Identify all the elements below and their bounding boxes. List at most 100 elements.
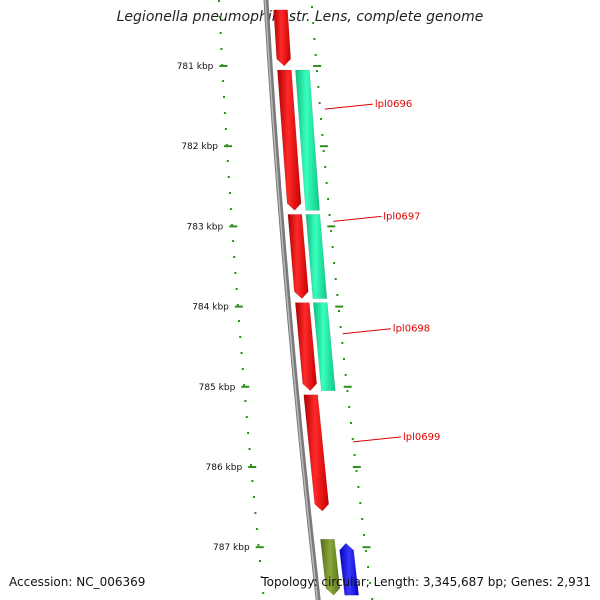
label-leader-line — [352, 436, 402, 443]
outer-minor-tick — [312, 22, 315, 24]
inner-minor-tick — [257, 544, 260, 546]
outer-minor-tick — [344, 374, 347, 376]
inner-minor-tick — [244, 400, 247, 402]
gene-label: lpl0696 — [375, 99, 412, 110]
major-tick — [255, 546, 264, 549]
inner-minor-tick — [252, 496, 255, 498]
backbone-line — [263, 0, 321, 600]
inner-minor-tick — [245, 416, 248, 418]
outer-minor-tick — [343, 358, 345, 360]
outer-minor-tick — [351, 438, 354, 440]
major-tick — [234, 305, 243, 308]
gene-arrow — [277, 69, 302, 211]
gene-arrow — [287, 214, 309, 299]
gene-arrow — [305, 214, 328, 299]
inner-minor-tick — [226, 160, 229, 162]
inner-minor-tick — [232, 240, 235, 242]
inner-minor-tick — [225, 144, 228, 146]
outer-minor-tick — [357, 486, 360, 488]
inner-minor-tick — [239, 336, 242, 338]
outer-major-tick — [319, 145, 328, 148]
inner-minor-tick — [224, 128, 227, 130]
outer-major-tick — [335, 305, 344, 308]
inner-minor-tick — [233, 256, 236, 258]
outer-minor-tick — [361, 518, 364, 520]
map-title: Legionella pneumophila str. Lens, comple… — [116, 9, 484, 25]
gene-arrow — [295, 69, 320, 211]
gene-arrow — [295, 302, 317, 392]
inner-minor-tick — [250, 464, 252, 466]
outer-minor-tick — [316, 70, 318, 72]
gene-arrow — [273, 9, 291, 67]
outer-minor-tick — [318, 102, 321, 104]
outer-minor-tick — [333, 262, 336, 264]
outer-minor-tick — [353, 454, 356, 456]
tick-label: 781 kbp — [177, 62, 214, 72]
gene-features — [273, 9, 359, 596]
gene-label: lpl0697 — [383, 211, 420, 222]
inner-minor-tick — [251, 480, 254, 482]
major-tick — [224, 145, 232, 148]
gene-arrow — [303, 394, 329, 512]
outer-minor-tick — [317, 86, 320, 88]
outer-minor-tick — [338, 310, 340, 312]
gene-arrow — [320, 538, 341, 596]
major-tick — [229, 225, 238, 228]
outer-minor-tick — [324, 166, 327, 168]
inner-minor-tick — [262, 592, 265, 594]
gene-arrow — [339, 542, 359, 596]
label-leader-line — [324, 103, 373, 110]
genome-backbone — [263, 0, 321, 600]
outer-minor-tick — [322, 150, 325, 152]
tick-label: 784 kbp — [192, 303, 229, 313]
outer-minor-tick — [314, 54, 317, 56]
inner-minor-tick — [236, 304, 239, 306]
outer-major-tick — [327, 225, 336, 228]
inner-minor-tick — [240, 352, 243, 354]
outer-minor-tick — [359, 502, 362, 504]
major-tick — [248, 466, 257, 468]
tick-label: 785 kbp — [199, 383, 236, 393]
minor-tick-dots — [218, 0, 374, 600]
inner-minor-tick — [218, 16, 221, 18]
inner-minor-tick — [247, 432, 250, 434]
inner-minor-tick — [223, 112, 226, 114]
outer-minor-tick — [320, 118, 322, 120]
backbone-highlight — [264, 0, 319, 600]
outer-minor-tick — [311, 6, 313, 8]
outer-minor-tick — [330, 230, 333, 232]
outer-minor-tick — [334, 278, 337, 280]
label-leader-line — [342, 328, 391, 335]
outer-minor-tick — [371, 598, 374, 600]
outer-minor-tick — [369, 582, 372, 584]
outer-major-tick — [352, 466, 361, 468]
outer-minor-tick — [328, 214, 331, 216]
tick-label: 783 kbp — [187, 222, 224, 232]
inner-minor-tick — [218, 0, 220, 2]
inner-minor-tick — [235, 288, 238, 290]
inner-minor-tick — [238, 320, 240, 322]
inner-minor-tick — [241, 368, 244, 370]
inner-minor-tick — [231, 224, 233, 226]
inner-minor-tick — [220, 48, 223, 50]
outer-major-tick — [362, 546, 371, 549]
gene-labels: lpl0696 lpl0697 lpl0698 lpl0699 — [324, 99, 440, 443]
scale-ticks: 781 kbp 782 kbp 783 kbp 784 kbp 785 kbp 786 k… — [177, 62, 371, 553]
outer-minor-tick — [365, 550, 368, 552]
major-tick — [219, 65, 228, 67]
outer-minor-tick — [346, 390, 349, 392]
inner-minor-tick — [260, 576, 263, 578]
outer-minor-tick — [363, 534, 366, 536]
inner-minor-tick — [228, 192, 231, 194]
genome-summary-text: Topology: circular; Length: 3,345,687 bp… — [261, 575, 591, 589]
inner-minor-tick — [255, 528, 258, 530]
outer-minor-tick — [336, 294, 339, 296]
tick-label: 787 kbp — [213, 543, 250, 553]
outer-minor-tick — [321, 134, 324, 136]
inner-minor-tick — [222, 80, 225, 82]
outer-minor-tick — [367, 566, 370, 568]
label-leader-line — [333, 215, 382, 222]
outer-minor-tick — [348, 406, 351, 408]
inner-minor-tick — [223, 96, 225, 98]
